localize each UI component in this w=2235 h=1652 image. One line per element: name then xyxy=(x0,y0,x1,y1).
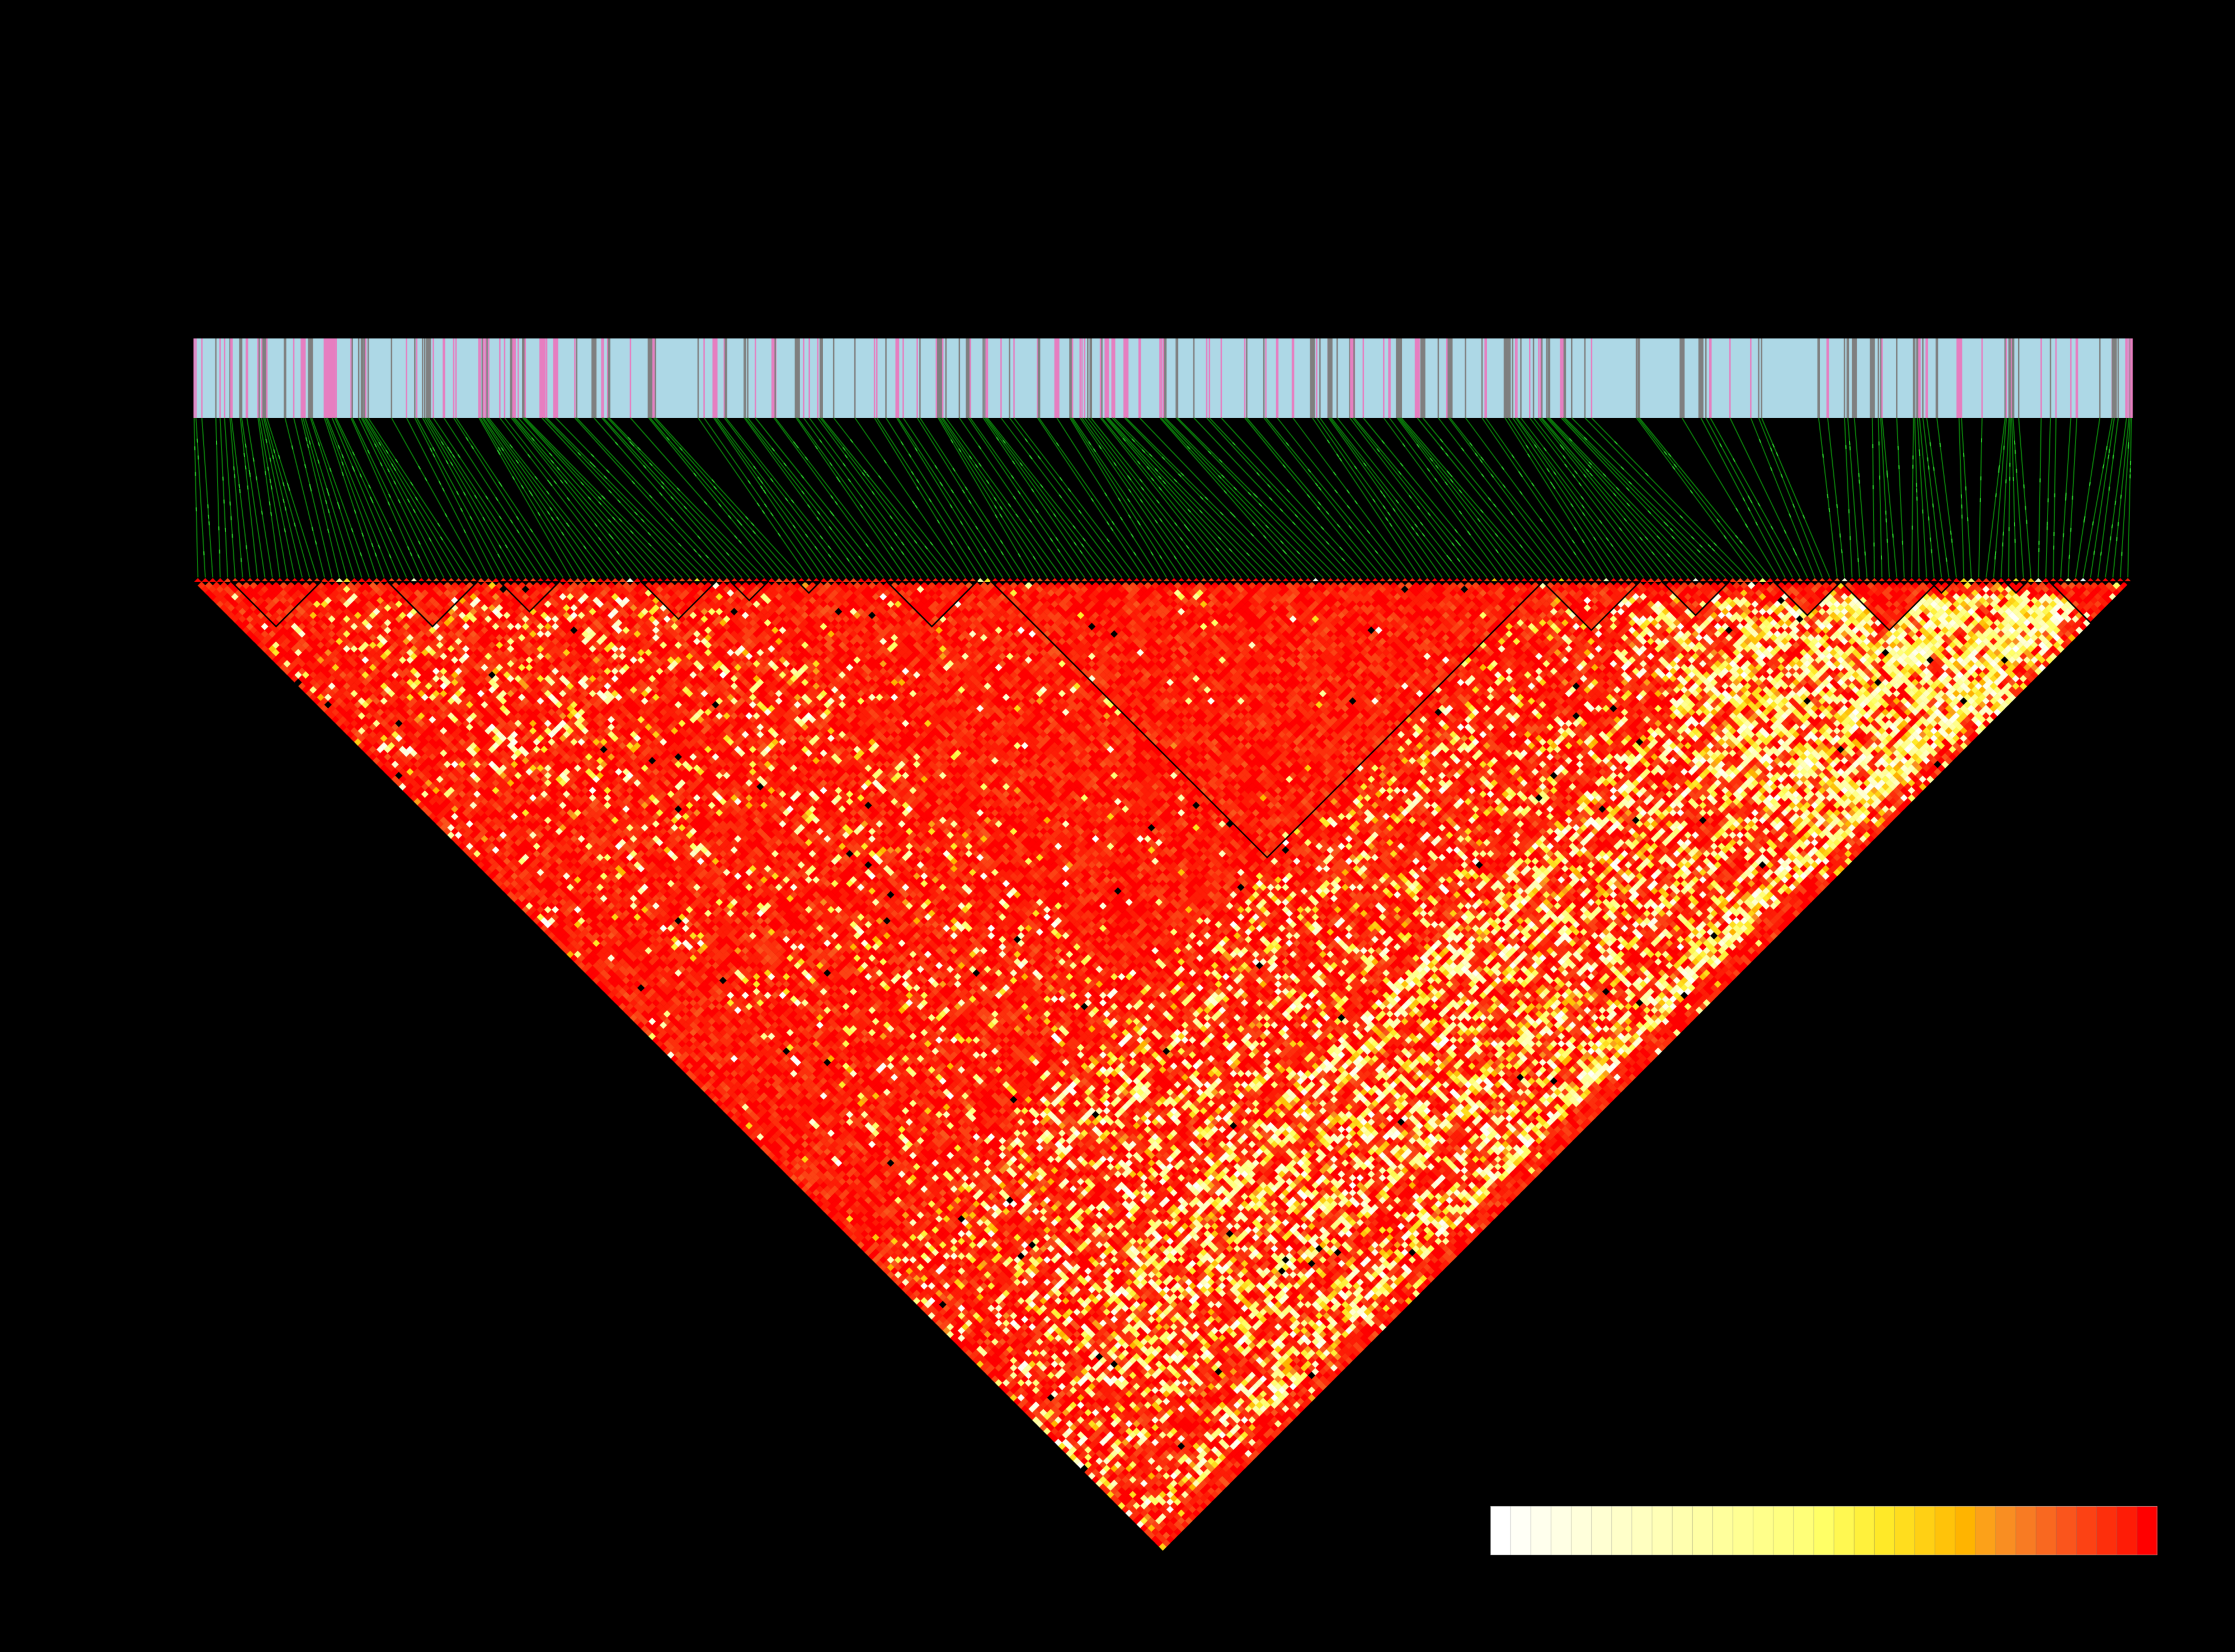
ld-heatmap-canvas xyxy=(0,0,2235,1652)
ld-plot-figure xyxy=(0,0,2235,1652)
